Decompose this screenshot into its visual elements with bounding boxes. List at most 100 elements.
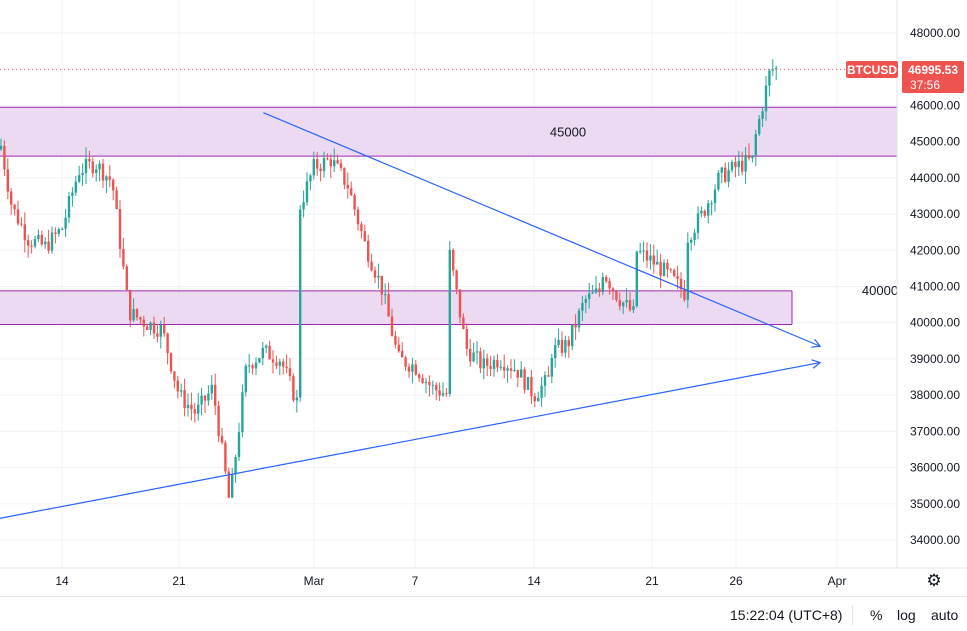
candle-body bbox=[537, 398, 540, 402]
candle-body bbox=[37, 234, 40, 240]
candle-body bbox=[513, 370, 516, 372]
candle-body bbox=[30, 245, 33, 247]
x-tick-label: Apr bbox=[828, 574, 847, 588]
candle-body bbox=[418, 374, 421, 378]
candle-body bbox=[761, 111, 764, 119]
candle-body bbox=[132, 308, 135, 321]
candle-body bbox=[265, 345, 268, 348]
candle-body bbox=[414, 364, 417, 375]
candle-body bbox=[384, 294, 387, 296]
candle-body bbox=[404, 357, 407, 367]
candle-body bbox=[662, 262, 666, 276]
y-tick-label: 36000.00 bbox=[910, 461, 960, 475]
candle-body bbox=[343, 168, 346, 185]
candle-body bbox=[244, 365, 247, 393]
candle-body bbox=[441, 393, 445, 396]
candle-body bbox=[720, 167, 723, 173]
candle-body bbox=[588, 293, 591, 300]
candle-body bbox=[754, 134, 757, 156]
candle-body bbox=[288, 368, 292, 376]
candle-body bbox=[231, 474, 234, 498]
candle-body bbox=[428, 381, 431, 386]
candle-body bbox=[115, 190, 118, 210]
candle-body bbox=[520, 369, 523, 378]
candle-body bbox=[44, 241, 47, 245]
candle-body bbox=[329, 159, 332, 167]
clock-readout[interactable]: 15:22:04 (UTC+8) bbox=[730, 607, 843, 623]
y-tick-label: 48000.00 bbox=[910, 26, 960, 40]
candle-body bbox=[577, 310, 581, 328]
candle-body bbox=[747, 155, 751, 159]
gear-icon[interactable]: ⚙ bbox=[926, 571, 942, 590]
candle-body bbox=[499, 366, 502, 368]
candle-body bbox=[751, 155, 754, 159]
candle-body bbox=[346, 184, 349, 189]
auto-toggle[interactable]: auto bbox=[931, 607, 959, 623]
candle-body bbox=[64, 217, 67, 229]
candle-body bbox=[707, 203, 710, 216]
candle-body bbox=[71, 192, 74, 197]
x-tick-label: Mar bbox=[304, 574, 325, 588]
candle-body bbox=[50, 232, 54, 251]
candle-body bbox=[74, 181, 77, 193]
y-tick-label: 44000.00 bbox=[910, 171, 960, 185]
time-axis-bg[interactable] bbox=[0, 568, 897, 596]
candle-body bbox=[571, 324, 574, 347]
candle-body bbox=[713, 189, 717, 204]
price-axis-bg[interactable] bbox=[897, 0, 967, 568]
candle-body bbox=[224, 442, 227, 472]
x-tick-label: 21 bbox=[172, 574, 186, 588]
chart[interactable]: 45000 40000 34000.00 35000.00 36000.00 37000… bbox=[0, 0, 967, 596]
candle-body bbox=[649, 255, 652, 261]
x-tick-label: 21 bbox=[645, 574, 659, 588]
candle-body bbox=[156, 333, 159, 337]
candle-body bbox=[190, 404, 193, 410]
candle-body bbox=[390, 316, 394, 336]
y-tick-label: 42000.00 bbox=[910, 243, 960, 257]
candle-body bbox=[445, 393, 448, 395]
candle-body bbox=[40, 234, 43, 245]
y-tick-label: 37000.00 bbox=[910, 424, 960, 438]
candle-body bbox=[516, 370, 519, 378]
candle-body bbox=[730, 161, 734, 171]
candle-body bbox=[0, 145, 3, 150]
candle-body bbox=[241, 392, 244, 433]
candle-body bbox=[768, 70, 771, 86]
candle-body bbox=[394, 335, 397, 345]
percent-toggle[interactable]: % bbox=[870, 607, 883, 623]
zone-label: 45000 bbox=[550, 125, 586, 140]
candle-body bbox=[700, 210, 703, 214]
candle-body bbox=[625, 300, 628, 303]
candle-body bbox=[258, 358, 261, 363]
candle-body bbox=[397, 344, 400, 352]
x-axis-ticks: 14 21 Mar 7 14 21 26 Apr bbox=[55, 574, 846, 588]
price-label: BTCUSD 46995.53 37:56 bbox=[846, 61, 964, 93]
candle-body bbox=[108, 176, 111, 180]
candle-body bbox=[543, 375, 547, 386]
candle-body bbox=[598, 288, 601, 292]
candle-body bbox=[292, 375, 295, 401]
candle-body bbox=[81, 173, 84, 176]
candle-body bbox=[20, 223, 23, 225]
y-tick-label: 45000.00 bbox=[910, 135, 960, 149]
candle-body bbox=[659, 261, 662, 276]
candle-body bbox=[200, 395, 203, 405]
log-toggle[interactable]: log bbox=[897, 607, 916, 623]
candle-body bbox=[125, 266, 128, 290]
candle-body bbox=[676, 276, 679, 279]
candle-body bbox=[380, 275, 383, 295]
candle-body bbox=[693, 232, 696, 240]
candle-body bbox=[353, 195, 356, 210]
candle-body bbox=[122, 249, 125, 267]
candle-body bbox=[506, 368, 509, 371]
candle-body bbox=[105, 176, 108, 181]
candle-body bbox=[554, 345, 557, 358]
candle-body bbox=[101, 163, 105, 181]
candle-body bbox=[717, 172, 720, 190]
candle-body bbox=[703, 210, 706, 216]
candle-body bbox=[373, 270, 377, 278]
candle-body bbox=[601, 277, 604, 292]
candle-body bbox=[139, 317, 142, 320]
candle-body bbox=[581, 302, 584, 311]
candle-body bbox=[482, 358, 485, 369]
